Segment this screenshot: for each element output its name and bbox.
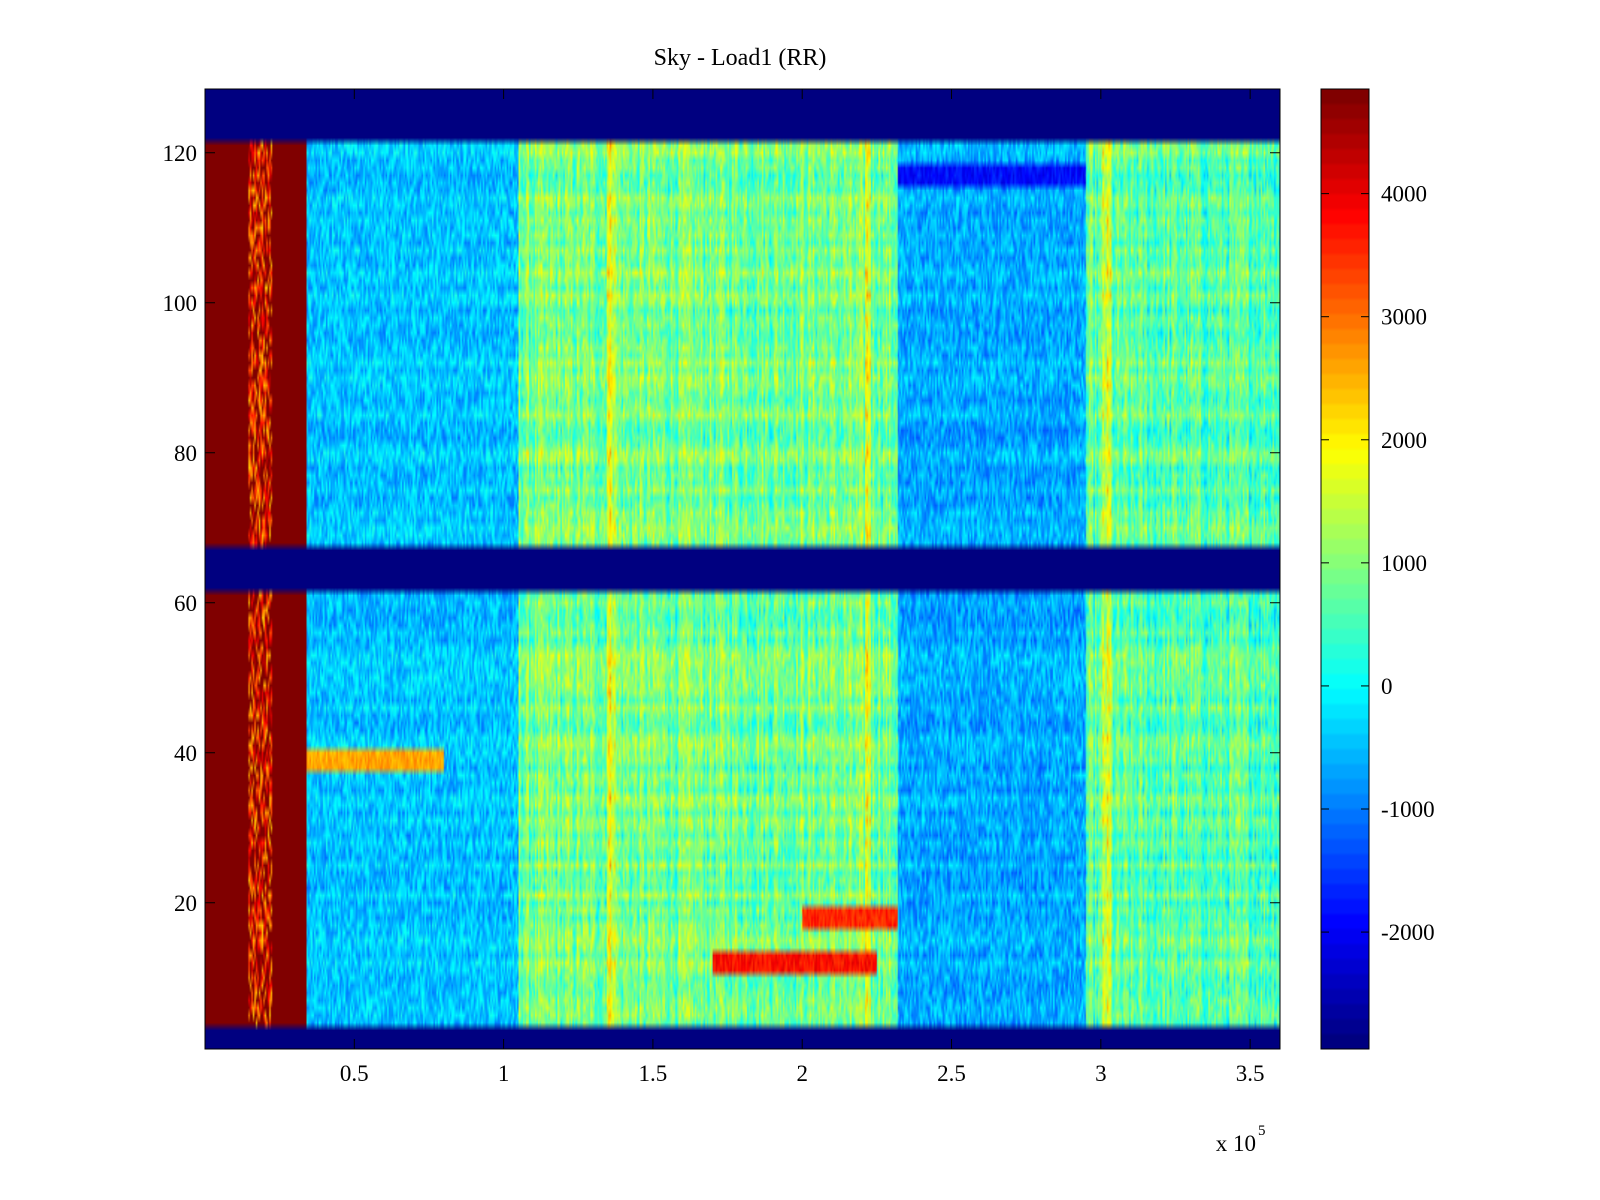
x-tick-label: 2.5 [937,1061,966,1086]
colorbar-tick-label: 1000 [1381,551,1427,576]
colorbar-tick-label: 3000 [1381,305,1427,330]
y-tick-label: 100 [163,291,198,316]
colorbar-ticks: 4000 3000 2000 1000 0 -1000 -2000 [1321,182,1435,945]
plot-area: 0.5 1 1.5 2 2.5 3 3.5 20 40 60 80 100 120 [163,88,1281,1086]
y-tick-label: 20 [174,891,197,916]
x-tick-label: 0.5 [340,1061,369,1086]
x-tick-label: 3.5 [1236,1061,1265,1086]
x-tick-label: 1.5 [639,1061,668,1086]
plot-frame [204,88,1281,1050]
colorbar-tick-label: 4000 [1381,182,1427,207]
x-tick-label: 3 [1095,1061,1107,1086]
y-tick-label: 80 [174,441,197,466]
y-tick-label: 60 [174,591,197,616]
colorbar-tick-label: -1000 [1381,797,1435,822]
x-tick-label: 1 [498,1061,510,1086]
colorbar-frame [1320,88,1370,1050]
colorbar: 4000 3000 2000 1000 0 -1000 -2000 [1320,88,1435,1050]
colorbar-tick-label: -2000 [1381,920,1435,945]
x-tick-label: 2 [796,1061,808,1086]
colorbar-gradient [1321,89,1369,1049]
colorbar-tick-label: 2000 [1381,428,1427,453]
colorbar-tick-label: 0 [1381,674,1393,699]
x-multiplier-exponent: 5 [1258,1123,1266,1139]
y-axis-ticks: 20 40 60 80 100 120 [163,141,1280,916]
heatmap-image [205,89,1280,1049]
chart-title: Sky - Load1 (RR) [654,45,827,71]
x-axis-ticks: 0.5 1 1.5 2 2.5 3 3.5 [340,89,1265,1086]
x-axis-multiplier: x 10 5 [1216,1123,1266,1156]
y-tick-label: 40 [174,741,197,766]
x-multiplier-base: x 10 [1216,1131,1256,1156]
y-tick-label: 120 [163,141,198,166]
